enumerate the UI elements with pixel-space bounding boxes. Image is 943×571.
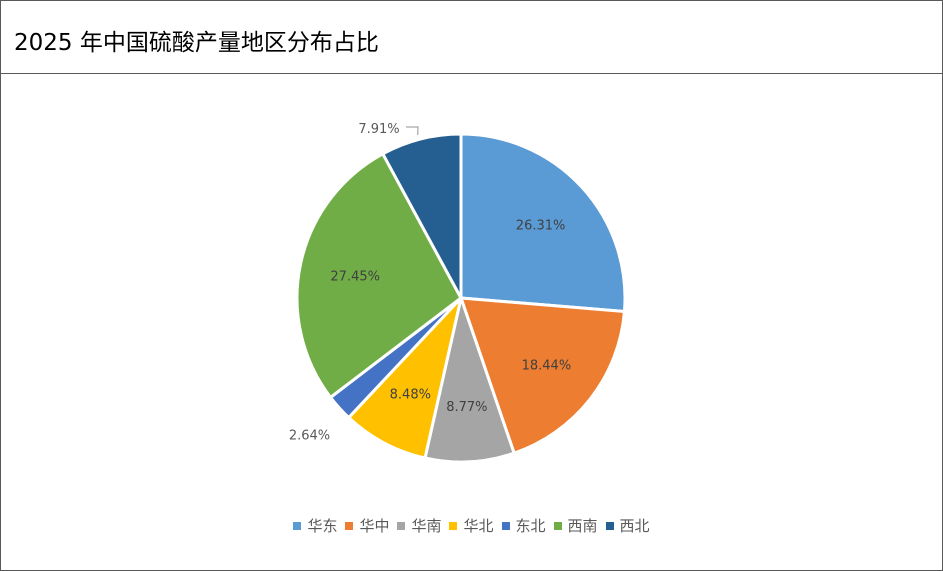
pie-slice: [295, 152, 463, 399]
chart-title: 2025 年中国硫酸产量地区分布占比: [14, 30, 379, 56]
data-label: 2.64%: [289, 429, 330, 444]
pie-slice: [381, 132, 463, 300]
legend-item: 西南: [553, 515, 598, 536]
data-label: 8.48%: [390, 388, 431, 403]
legend-label: 东北: [515, 517, 546, 535]
legend-swatch: [605, 521, 614, 530]
legend-item: 华中: [345, 515, 389, 536]
legend-item: 华东: [293, 515, 337, 536]
leader-line: [406, 126, 419, 136]
legend-swatch: [345, 521, 354, 530]
legend-label: 华中: [359, 517, 390, 535]
legend-label: 华东: [307, 517, 338, 535]
data-label: 26.31%: [516, 219, 566, 234]
data-label: 7.91%: [358, 122, 399, 137]
legend: 华东 华中 华南 华北 东北 西南 西北: [1, 515, 942, 536]
legend-label: 西北: [619, 517, 650, 535]
legend-swatch: [449, 521, 458, 530]
legend-item: 东北: [501, 515, 546, 536]
legend-swatch: [397, 521, 406, 530]
legend-label: 华北: [463, 517, 494, 535]
pie-slice: [423, 296, 516, 464]
legend-swatch: [553, 521, 562, 530]
title-bar: 2025 年中国硫酸产量地区分布占比: [1, 1, 942, 74]
data-label: 8.77%: [446, 400, 487, 415]
legend-label: 华南: [411, 517, 442, 535]
legend-item: 华南: [397, 515, 441, 536]
legend-swatch: [293, 521, 302, 530]
data-label: 27.45%: [330, 269, 380, 284]
legend-item: 西北: [605, 515, 650, 536]
pie-chart: 26.31% 18.44% 8.77% 8.48% 2.64% 27.45% 7.91%: [289, 122, 627, 464]
legend-item: 华北: [449, 515, 494, 536]
pie-slice: [347, 296, 463, 460]
data-label: 18.44%: [522, 359, 572, 374]
legend-swatch: [501, 521, 510, 530]
legend-label: 西南: [567, 517, 598, 535]
pie-slice: [459, 132, 627, 313]
